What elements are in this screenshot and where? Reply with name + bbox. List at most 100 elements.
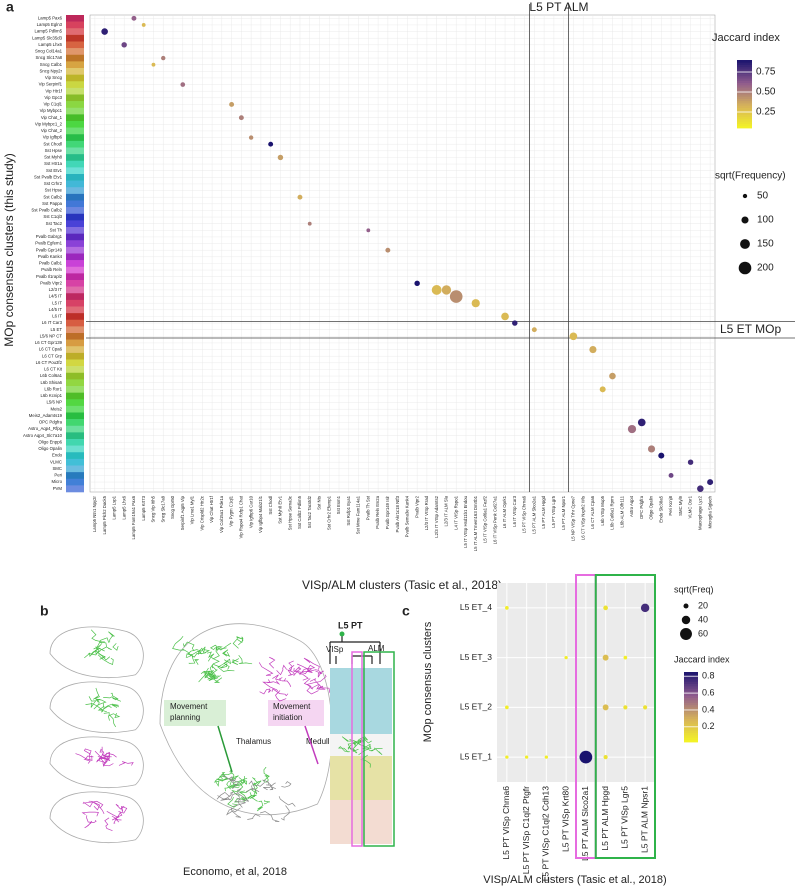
dot bbox=[441, 285, 452, 295]
colorbar-step bbox=[737, 123, 752, 127]
axon bbox=[236, 788, 250, 802]
y-tick-label: VLMC bbox=[50, 459, 62, 464]
y-tick-label: Vip Igfbp6 bbox=[43, 135, 63, 140]
x-tick-label: Lamp5 Ntn1 Npy2r bbox=[92, 495, 97, 532]
axon bbox=[293, 668, 308, 676]
x-tick-label: Microglia Siglech bbox=[707, 495, 712, 528]
dot bbox=[505, 606, 509, 610]
y-tick-label: Sst Hpse bbox=[45, 188, 63, 193]
cluster-color bbox=[66, 313, 84, 321]
size-label: 150 bbox=[757, 239, 774, 250]
dot bbox=[603, 755, 608, 760]
x-tick-label: L6b Col8a1 Rprm bbox=[610, 496, 615, 530]
y-tick-label: Vip Htr1f bbox=[45, 88, 62, 93]
highlight-box bbox=[363, 651, 395, 847]
y-tick-label: Vip C1ql1 bbox=[43, 102, 62, 107]
cluster-color bbox=[66, 227, 84, 234]
cluster-color bbox=[66, 419, 84, 427]
panel-label: c bbox=[402, 603, 410, 619]
x-tick-label: VLMC Osr1 bbox=[688, 495, 693, 518]
brain-outline bbox=[49, 626, 144, 679]
axon bbox=[231, 658, 240, 666]
cluster-color bbox=[66, 41, 84, 49]
y-tick-label: Pvalb Egfem1 bbox=[35, 241, 62, 246]
x-tick-label: Lamp5 Krt73 bbox=[141, 495, 146, 520]
colorbar-step bbox=[684, 681, 698, 685]
x-tick-label: Lamp5 Fam19a1 Pax6 bbox=[131, 495, 136, 539]
axon bbox=[226, 807, 241, 816]
x-tick-label: L5 NP VISp Trhr Cpne7 bbox=[571, 495, 576, 541]
dot bbox=[501, 312, 509, 321]
x-tick-label: L6b ALM Olfr111 bbox=[619, 495, 624, 527]
y-tick-label: L5 ET_3 bbox=[460, 652, 492, 662]
x-tick-label: Vip Igfbp4 Mab21l1 bbox=[258, 495, 263, 533]
cluster-color bbox=[66, 452, 84, 460]
size-key bbox=[738, 261, 752, 275]
cluster-color bbox=[66, 200, 84, 208]
colorbar-step bbox=[684, 737, 698, 741]
axon bbox=[101, 751, 110, 757]
cluster-color bbox=[66, 445, 84, 453]
axon bbox=[303, 657, 320, 670]
colorbar-step bbox=[737, 116, 752, 120]
x-tick-label: Lamp5 Plch2 Dock5 bbox=[102, 495, 107, 534]
dot bbox=[627, 424, 637, 434]
axon bbox=[337, 746, 350, 753]
x-tick-label: Vip Crispld2 Htr2c bbox=[199, 495, 204, 530]
colorbar-step bbox=[684, 711, 698, 715]
cluster-color bbox=[66, 439, 84, 446]
dot bbox=[564, 655, 568, 660]
colorbar-label: 0.8 bbox=[702, 671, 715, 681]
colorbar-step bbox=[684, 704, 698, 708]
axon bbox=[81, 811, 99, 817]
colorbar-step bbox=[737, 109, 752, 113]
y-tick-label: L2/3 IT bbox=[49, 287, 63, 292]
colorbar-step bbox=[737, 66, 752, 70]
colorbar-step bbox=[684, 700, 698, 703]
cluster-color bbox=[66, 352, 84, 360]
axon bbox=[275, 690, 287, 702]
cluster-color bbox=[66, 359, 84, 367]
dot bbox=[505, 755, 509, 759]
cluster-color bbox=[66, 299, 84, 307]
cluster-color bbox=[66, 339, 84, 347]
size-key bbox=[680, 628, 692, 640]
brain-outline bbox=[49, 736, 144, 789]
axon bbox=[222, 649, 231, 657]
dot bbox=[599, 386, 606, 393]
y-tick-label: L4/5 IT bbox=[49, 307, 63, 312]
axon bbox=[259, 811, 280, 823]
axon bbox=[96, 756, 112, 763]
x-tick-label: L5 IT VISp Hsd11b1 Endou bbox=[463, 495, 468, 548]
y-tick-label: L6 IT bbox=[52, 314, 62, 319]
y-tick-label: Sst C1ql3 bbox=[43, 214, 62, 219]
x-tick-label: Sst Rxfp1 Eya1 bbox=[346, 495, 351, 525]
dot bbox=[668, 472, 674, 478]
x-tick-label: Vip Chat Htr1f bbox=[209, 495, 214, 523]
x-tick-label: L5 PT ALM Hpgd bbox=[600, 786, 610, 851]
axon bbox=[232, 636, 244, 649]
axon bbox=[200, 670, 216, 682]
arrow bbox=[304, 725, 319, 765]
x-tick-label: Serpinf1 Aqp5 Vip bbox=[180, 495, 185, 530]
cluster-band bbox=[330, 778, 392, 800]
y-tick-label: Oligo Opalin bbox=[38, 446, 62, 451]
y-tick-label: Sst Tac2 bbox=[46, 221, 63, 226]
axon bbox=[208, 671, 223, 683]
axon bbox=[306, 674, 327, 690]
cluster-color bbox=[66, 101, 84, 109]
arrow bbox=[217, 725, 233, 773]
y-tick-label: Sncg Col14a1 bbox=[35, 49, 63, 54]
x-tick-label: Endo Slc38a5 bbox=[658, 495, 663, 522]
axon bbox=[194, 659, 199, 665]
x-tick-label: L5 PT VISp C1ql2 Ptgfr bbox=[521, 786, 531, 874]
label: Thalamus bbox=[236, 737, 271, 746]
colorbar-step bbox=[737, 98, 752, 102]
axon bbox=[110, 692, 119, 700]
axon bbox=[209, 642, 232, 651]
cluster-color bbox=[66, 147, 84, 155]
y-tick-label: L6b Kcnip1 bbox=[40, 393, 62, 398]
cluster-color bbox=[66, 207, 84, 215]
x-tick-label: L5 PT ALM Npsr1 bbox=[639, 786, 649, 853]
axon bbox=[216, 791, 234, 800]
